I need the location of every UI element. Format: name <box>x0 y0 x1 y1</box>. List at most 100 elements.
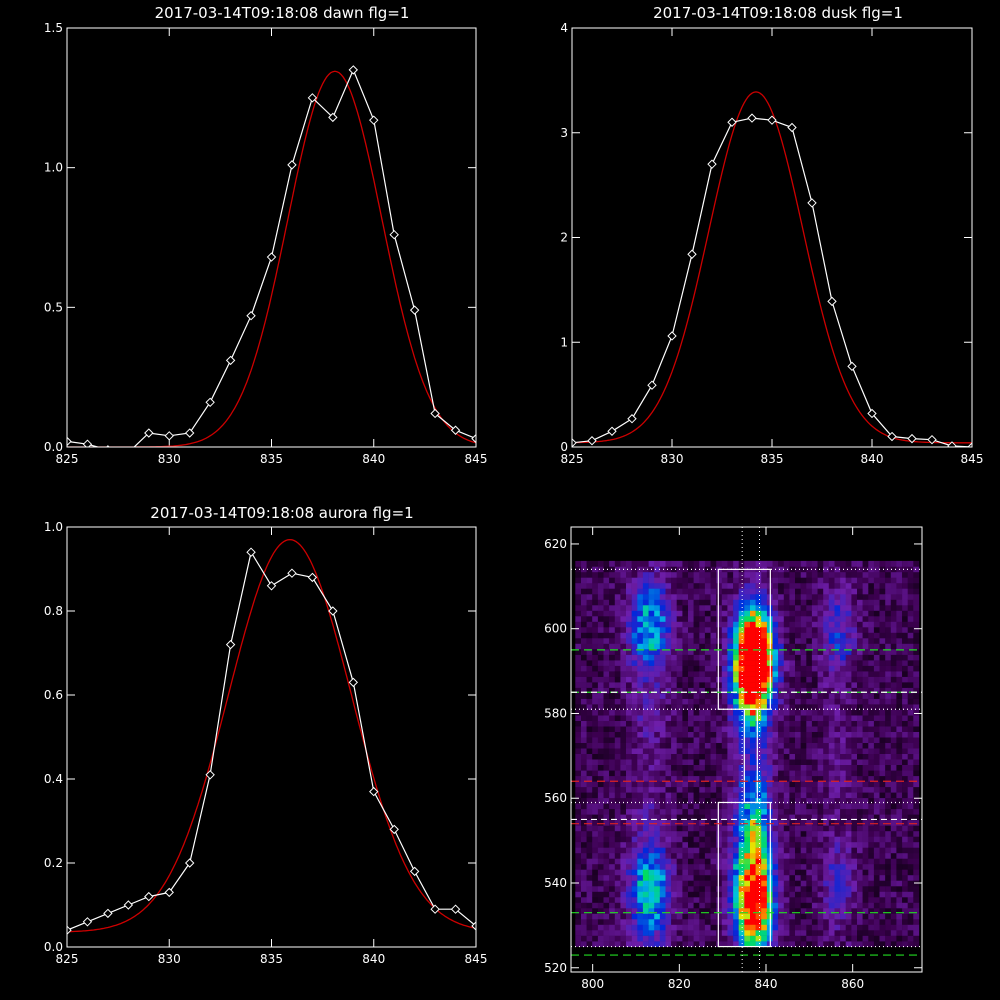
spectrum-pixel <box>761 748 768 754</box>
aurora-ytick-label: 1.0 <box>44 520 63 534</box>
spectrum-pixel <box>857 852 863 859</box>
spectrum-pixel <box>699 841 706 848</box>
spectrum-pixel <box>817 571 824 578</box>
spectrum-pixel <box>631 935 638 942</box>
spectrum-pixel <box>913 687 920 694</box>
spectrum-pixel <box>592 847 599 854</box>
spectrum-pixel <box>811 709 818 716</box>
spectrum-pixel <box>772 886 779 892</box>
aurora-ytick-label: 0.4 <box>44 772 63 786</box>
dawn-data-point <box>307 93 318 103</box>
spectrum-pixel <box>727 781 734 788</box>
spectrum-pixel <box>817 616 824 622</box>
spectrum-pixel <box>637 632 644 639</box>
spectrum-pixel <box>614 775 621 782</box>
spectrum-pixel <box>823 687 830 694</box>
spectrum-pixel <box>851 924 858 931</box>
spectrum-pixel <box>721 797 728 804</box>
spectrum-pixel <box>682 594 689 600</box>
aurora-panel-title: 2017-03-14T09:18:08 aurora flg=1 <box>150 504 413 522</box>
spectrum-pixel <box>783 874 790 881</box>
spectrum-pixel <box>885 803 892 810</box>
spectrum-pixel <box>913 715 920 721</box>
spectrum-pixel <box>907 709 914 716</box>
spectrum-pixel <box>727 582 734 589</box>
spectrum-pixel <box>823 919 830 925</box>
spectrum-pixel <box>868 582 875 589</box>
spectrum-pixel <box>648 654 655 661</box>
dawn-ytick-label: 0.5 <box>44 300 63 314</box>
spectrum-pixel <box>857 941 863 947</box>
spectrum-pixel <box>873 797 880 804</box>
spectrum-pixel <box>902 687 908 694</box>
spectrum-pixel <box>800 897 807 903</box>
spectrum-pixel <box>716 709 723 716</box>
spectrum-pixel <box>676 632 683 639</box>
spectrum-pixel <box>811 571 818 578</box>
spectrum-pixel <box>772 781 779 788</box>
spectrum-pixel <box>828 665 835 672</box>
spectrum-pixel <box>772 698 779 705</box>
spectrum-pixel <box>806 935 813 942</box>
spectrum-pixel <box>671 902 677 909</box>
spectrum-pixel <box>857 665 863 672</box>
spectrum-pixel <box>800 808 807 815</box>
spectrum-pixel <box>744 682 751 688</box>
spectrum-pixel <box>817 599 824 606</box>
spectrum-pixel <box>710 847 717 854</box>
spectrum-pixel <box>727 797 734 804</box>
spectrum-pixel <box>654 616 661 622</box>
spectrum-pixel <box>902 737 908 743</box>
spectrum-pixel <box>727 880 734 887</box>
spectrum-pixel <box>581 577 587 584</box>
spectrum-pixel <box>834 605 841 611</box>
spectrum-pixel <box>761 582 768 589</box>
spectrum-pixel <box>778 566 784 573</box>
spectrum-pixel <box>885 560 892 567</box>
spectrum-pixel <box>586 825 593 832</box>
spectrum-pixel <box>721 709 728 716</box>
spectrum-pixel <box>682 731 689 738</box>
spectrum-pixel <box>868 781 875 788</box>
spectrum-pixel <box>626 599 632 606</box>
spectrum-pixel <box>851 852 858 859</box>
spectrum-pixel <box>834 709 841 716</box>
spectrum-pixel <box>879 919 886 925</box>
spectrum-pixel <box>800 731 807 738</box>
spectrum-pixel <box>840 902 846 909</box>
spectrum-pixel <box>795 693 801 699</box>
spectrum-pixel <box>873 682 880 688</box>
dawn-data-point <box>184 428 195 438</box>
spectrum-pixel <box>772 797 779 804</box>
spectrum-pixel <box>620 924 627 931</box>
spectrum-pixel <box>727 605 734 611</box>
spectrum-pixel <box>750 709 756 716</box>
spectrum-pixel <box>806 908 813 914</box>
spectrum-pixel <box>575 715 582 721</box>
spectrum-pixel <box>817 610 824 617</box>
spectrum-pixel <box>682 935 689 942</box>
spectrum-pixel <box>597 919 604 925</box>
spectrum-pixel <box>581 819 587 826</box>
spectrum-pixel <box>744 665 751 672</box>
spectrum-pixel <box>890 891 897 898</box>
spectrum-pixel <box>834 803 841 810</box>
spectrum-pixel <box>857 841 863 848</box>
spectrum-pixel <box>789 935 796 942</box>
spectrum-pixel <box>710 731 717 738</box>
spectrum-pixel <box>828 643 835 650</box>
spectrum-pixel <box>862 880 869 887</box>
spectrum-pixel <box>654 660 661 666</box>
spectrum-pixel <box>817 577 824 584</box>
spectrum-pixel <box>665 660 672 666</box>
spectrum-pixel <box>676 847 683 854</box>
spectrum-pixel <box>721 913 728 920</box>
spectrum-pixel <box>654 786 661 793</box>
spectrum-pixel <box>631 902 638 909</box>
spectrum-pixel <box>603 863 610 870</box>
spectrum-pixel <box>834 560 841 567</box>
spectrum-pixel <box>806 792 813 799</box>
spectrum-pixel <box>811 610 818 617</box>
spectrum-pixel <box>592 808 599 815</box>
spectrum-pixel <box>811 671 818 677</box>
